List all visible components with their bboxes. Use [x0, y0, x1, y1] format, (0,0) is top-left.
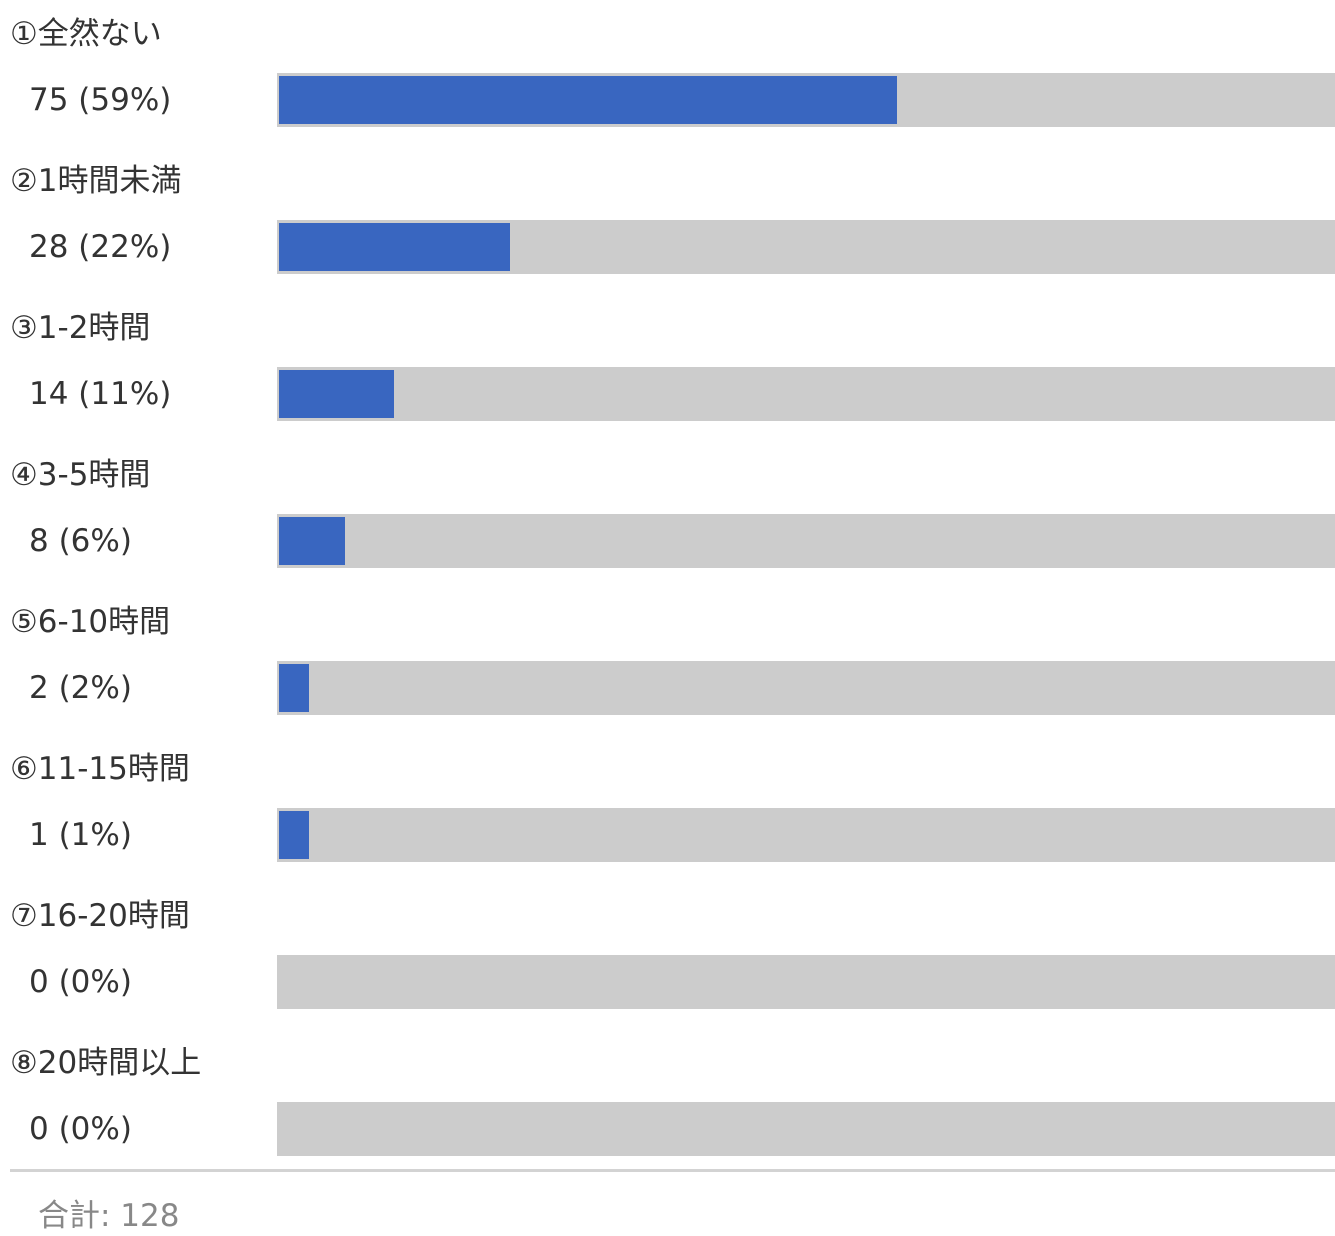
category-label: ④3-5時間: [10, 457, 151, 493]
bar: [279, 517, 345, 565]
chart-row: ①全然ない 75 (59%): [0, 0, 1335, 147]
category-label: ②1時間未満: [10, 163, 182, 199]
category-label: ⑥11-15時間: [10, 751, 190, 787]
category-label: ③1-2時間: [10, 310, 151, 346]
chart-row: ⑤6-10時間 2 (2%): [0, 588, 1335, 735]
chart-row: ⑦16-20時間 0 (0%): [0, 882, 1335, 1029]
value-label: 2 (2%): [29, 670, 132, 706]
bar: [279, 223, 510, 271]
bar-track: [277, 661, 1335, 715]
category-label: ⑤6-10時間: [10, 604, 171, 640]
bar-track: [277, 367, 1335, 421]
chart-row: ⑧20時間以上 0 (0%): [0, 1029, 1335, 1176]
chart-row: ②1時間未満 28 (22%): [0, 147, 1335, 294]
bar: [279, 76, 897, 124]
bar-track: [277, 220, 1335, 274]
bar-track: [277, 1102, 1335, 1156]
value-label: 8 (6%): [29, 523, 132, 559]
total-count: 合計: 128: [38, 1198, 180, 1234]
chart-row: ③1-2時間 14 (11%): [0, 294, 1335, 441]
bar-track: [277, 73, 1335, 127]
category-label: ⑦16-20時間: [10, 898, 190, 934]
value-label: 0 (0%): [29, 1111, 132, 1147]
bar-track: [277, 514, 1335, 568]
bar-track: [277, 808, 1335, 862]
bar: [279, 664, 309, 712]
bar: [279, 811, 309, 859]
bar: [279, 370, 394, 418]
value-label: 1 (1%): [29, 817, 132, 853]
chart-row: ④3-5時間 8 (6%): [0, 441, 1335, 588]
value-label: 75 (59%): [29, 82, 172, 118]
chart-divider: [10, 1169, 1335, 1172]
value-label: 14 (11%): [29, 376, 172, 412]
category-label: ①全然ない: [10, 16, 162, 52]
bar-track: [277, 955, 1335, 1009]
category-label: ⑧20時間以上: [10, 1045, 202, 1081]
chart-row: ⑥11-15時間 1 (1%): [0, 735, 1335, 882]
value-label: 0 (0%): [29, 964, 132, 1000]
value-label: 28 (22%): [29, 229, 172, 265]
